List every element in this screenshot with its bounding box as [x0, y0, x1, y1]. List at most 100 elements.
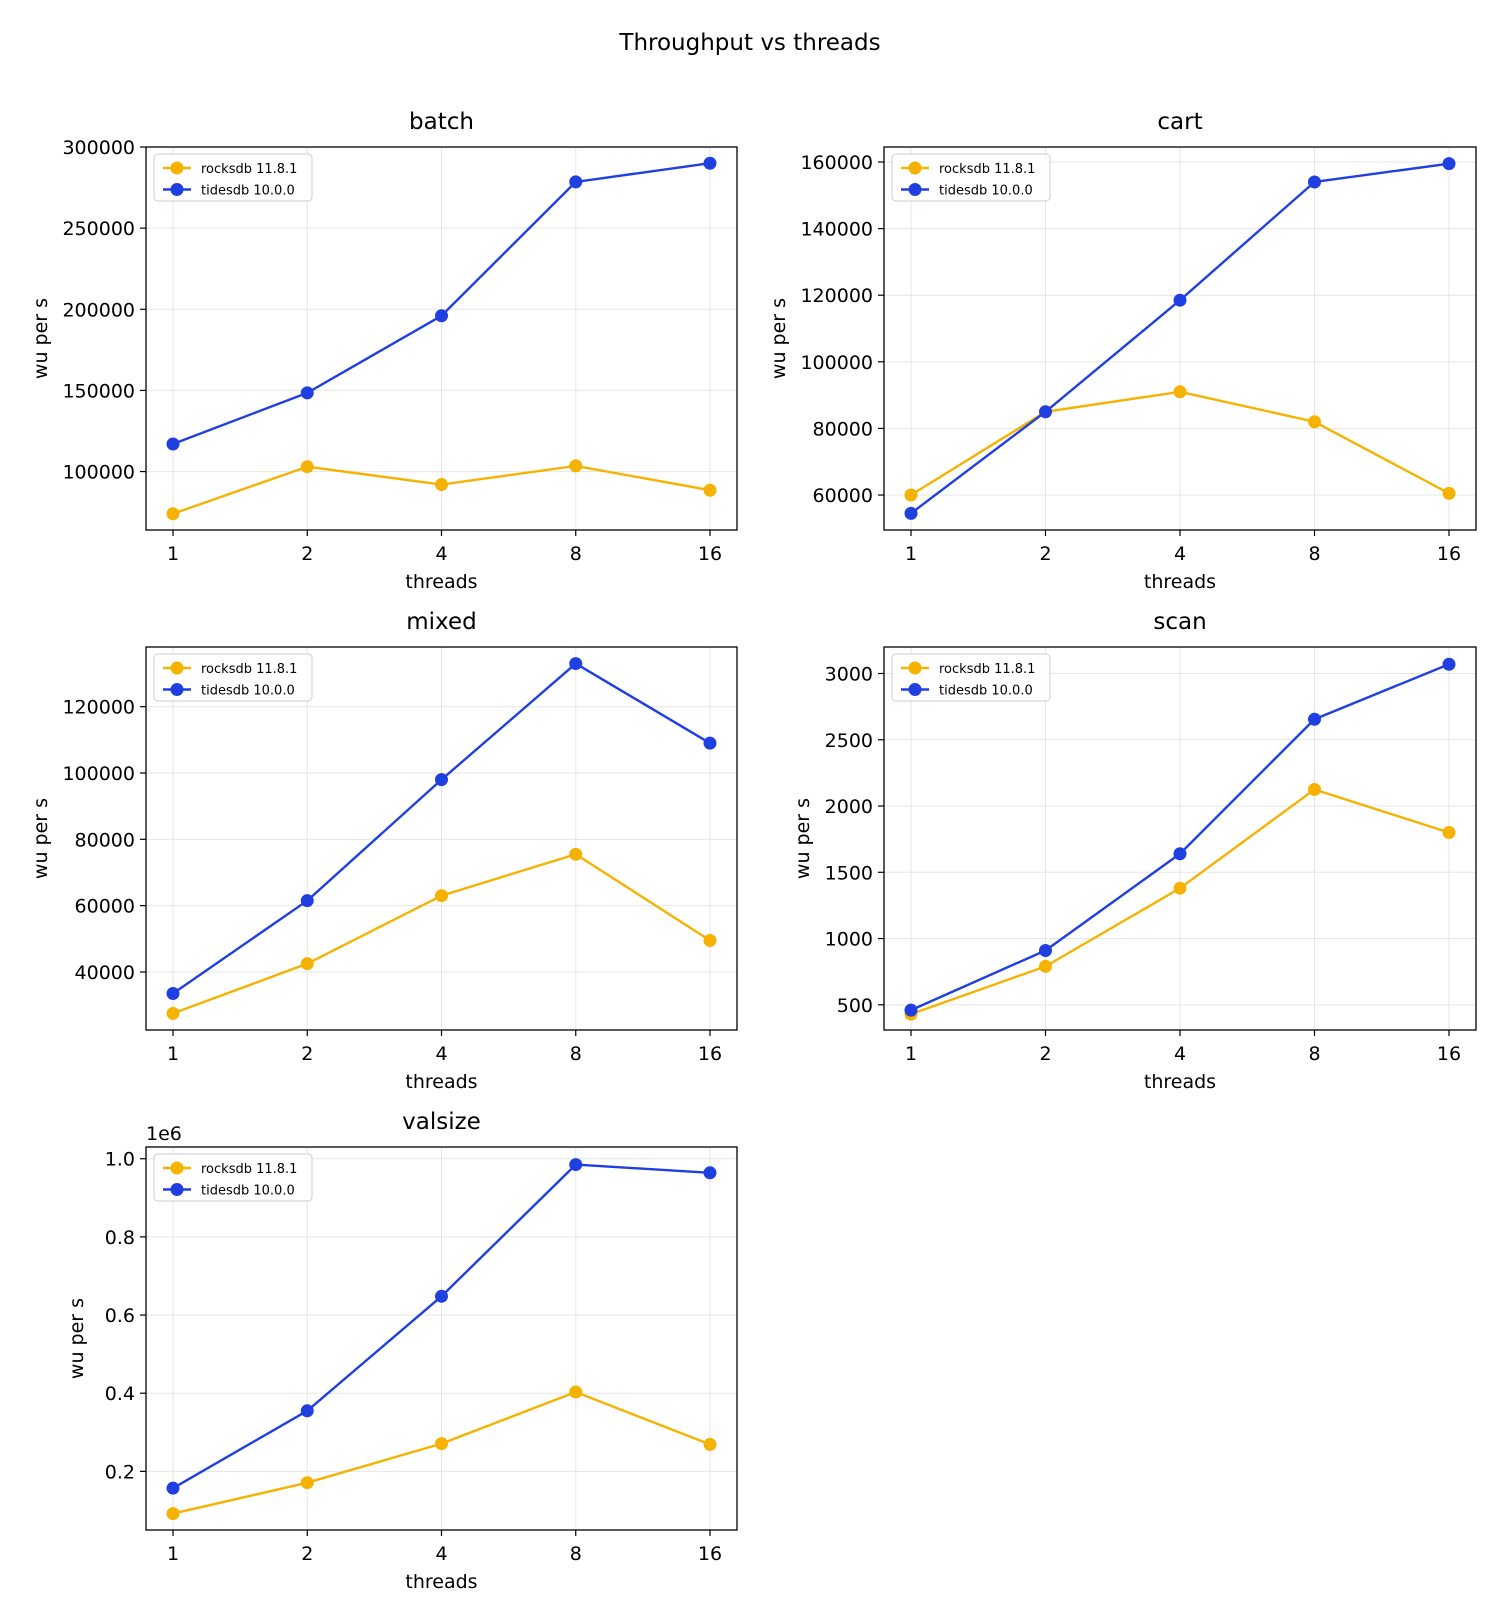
x-tick-label-1: 2 — [301, 543, 313, 565]
x-tick-label-2: 4 — [435, 1543, 447, 1565]
data-point-1-4 — [1442, 157, 1456, 171]
data-point-1-1 — [1039, 943, 1052, 957]
x-tick-label-2: 4 — [1174, 543, 1186, 565]
data-point-0-2 — [435, 478, 448, 492]
legend: rocksdb 11.8.1 tidesdb 10.0.0 — [153, 153, 313, 202]
panel-title: cart — [1157, 109, 1202, 135]
data-point-0-1 — [300, 1476, 314, 1490]
legend-marker-1 — [908, 683, 922, 696]
legend-marker-0 — [170, 661, 184, 675]
data-point-1-1 — [300, 1404, 314, 1418]
legend-marker-1 — [908, 183, 922, 196]
data-point-0-0 — [166, 507, 180, 521]
data-point-0-3 — [1308, 782, 1321, 796]
x-tick-label-1: 2 — [301, 1043, 313, 1065]
y-axis-label: wu per s — [66, 1298, 88, 1379]
x-tick-label-3: 8 — [570, 543, 582, 565]
data-point-0-4 — [1442, 826, 1456, 840]
data-point-0-0 — [904, 488, 918, 502]
y-tick-label-3: 120000 — [800, 285, 873, 307]
x-axis-label: threads — [405, 1571, 477, 1593]
panel-title: scan — [1153, 609, 1206, 635]
data-point-0-2 — [435, 1437, 448, 1451]
data-point-0-2 — [1173, 881, 1187, 895]
x-tick-label-3: 8 — [1308, 1043, 1320, 1065]
y-tick-label-0: 0.2 — [105, 1461, 135, 1483]
data-point-0-4 — [703, 1437, 717, 1451]
x-tick-label-4: 16 — [1437, 543, 1461, 565]
y-tick-label-2: 200000 — [62, 299, 135, 321]
figure-title: Throughput vs threads — [618, 30, 880, 56]
x-axis-label: threads — [1144, 571, 1216, 593]
y-tick-label-2: 1500 — [825, 862, 873, 884]
panel-title: mixed — [406, 609, 476, 635]
y-tick-label-0: 40000 — [75, 962, 135, 984]
legend-marker-1 — [170, 683, 184, 696]
data-point-1-2 — [435, 1289, 448, 1303]
data-point-1-2 — [435, 309, 448, 323]
legend-marker-1 — [170, 183, 184, 196]
data-point-1-2 — [1173, 293, 1187, 307]
panel-valsize: 1 2 4 8 16 0.2 0.4 0.6 0.8 1.0 1e6 valsize threads wu… — [66, 1109, 738, 1593]
y-axis-label: wu per s — [30, 298, 52, 379]
legend-label-1: tidesdb 10.0.0 — [201, 684, 295, 699]
data-point-0-0 — [166, 1507, 180, 1521]
y-tick-label-1: 80000 — [813, 418, 873, 440]
legend-label-0: rocksdb 11.8.1 — [201, 162, 297, 177]
data-point-1-1 — [300, 894, 314, 908]
data-point-0-3 — [569, 459, 583, 473]
legend-label-1: tidesdb 10.0.0 — [201, 1184, 295, 1199]
panels: 1 2 4 8 16 100000 150000 200000 250000 300000 batc… — [30, 109, 1477, 1593]
data-point-0-1 — [300, 957, 314, 971]
y-tick-label-4: 1.0 — [105, 1149, 135, 1171]
data-point-1-0 — [166, 1481, 180, 1495]
y-tick-label-5: 3000 — [825, 664, 873, 686]
y-offset-label: 1e6 — [146, 1123, 182, 1145]
y-axis-label: wu per s — [30, 798, 52, 879]
x-tick-label-4: 16 — [698, 543, 722, 565]
legend-label-1: tidesdb 10.0.0 — [939, 684, 1033, 699]
x-tick-label-2: 4 — [435, 543, 447, 565]
legend: rocksdb 11.8.1 tidesdb 10.0.0 — [891, 653, 1051, 702]
panel-batch: 1 2 4 8 16 100000 150000 200000 250000 300000 batc… — [30, 109, 738, 593]
data-point-1-4 — [703, 736, 717, 750]
data-point-0-3 — [1308, 415, 1321, 429]
legend-box — [891, 653, 1051, 702]
data-point-1-4 — [1442, 657, 1456, 671]
y-tick-label-0: 60000 — [813, 485, 873, 507]
x-tick-label-2: 4 — [435, 1043, 447, 1065]
data-point-1-0 — [904, 506, 918, 520]
legend-box — [153, 153, 313, 202]
x-tick-label-0: 1 — [167, 1543, 179, 1565]
panel-scan: 1 2 4 8 16 500 1000 1500 2000 2500 3000 scan threads… — [792, 609, 1477, 1093]
y-tick-label-2: 100000 — [800, 352, 873, 374]
x-tick-label-4: 16 — [698, 1043, 722, 1065]
x-tick-label-1: 2 — [301, 1543, 313, 1565]
y-tick-label-1: 150000 — [62, 380, 135, 402]
x-tick-label-1: 2 — [1039, 1043, 1051, 1065]
y-axis-label: wu per s — [768, 298, 790, 379]
legend-label-0: rocksdb 11.8.1 — [939, 662, 1035, 677]
x-tick-label-3: 8 — [1308, 543, 1320, 565]
x-tick-label-4: 16 — [698, 1543, 722, 1565]
y-tick-label-4: 120000 — [62, 697, 135, 719]
data-point-1-0 — [904, 1003, 918, 1017]
y-tick-label-3: 100000 — [62, 763, 135, 785]
data-point-0-4 — [1442, 486, 1456, 500]
data-point-1-2 — [435, 773, 448, 787]
legend-box — [153, 1153, 313, 1202]
y-tick-label-2: 0.6 — [105, 1305, 135, 1327]
legend-marker-0 — [170, 1161, 184, 1175]
data-point-1-1 — [300, 386, 314, 400]
panel-mixed: 1 2 4 8 16 40000 60000 80000 100000 120000 mixed th… — [30, 609, 738, 1093]
panel-title: valsize — [402, 1109, 481, 1135]
y-tick-label-4: 300000 — [62, 137, 135, 159]
x-tick-label-0: 1 — [905, 543, 917, 565]
data-point-0-0 — [166, 1006, 180, 1020]
data-point-0-2 — [435, 889, 448, 903]
legend-label-1: tidesdb 10.0.0 — [201, 184, 295, 199]
data-point-1-3 — [569, 175, 583, 189]
y-tick-label-4: 140000 — [800, 219, 873, 241]
x-axis-label: threads — [405, 1071, 477, 1093]
